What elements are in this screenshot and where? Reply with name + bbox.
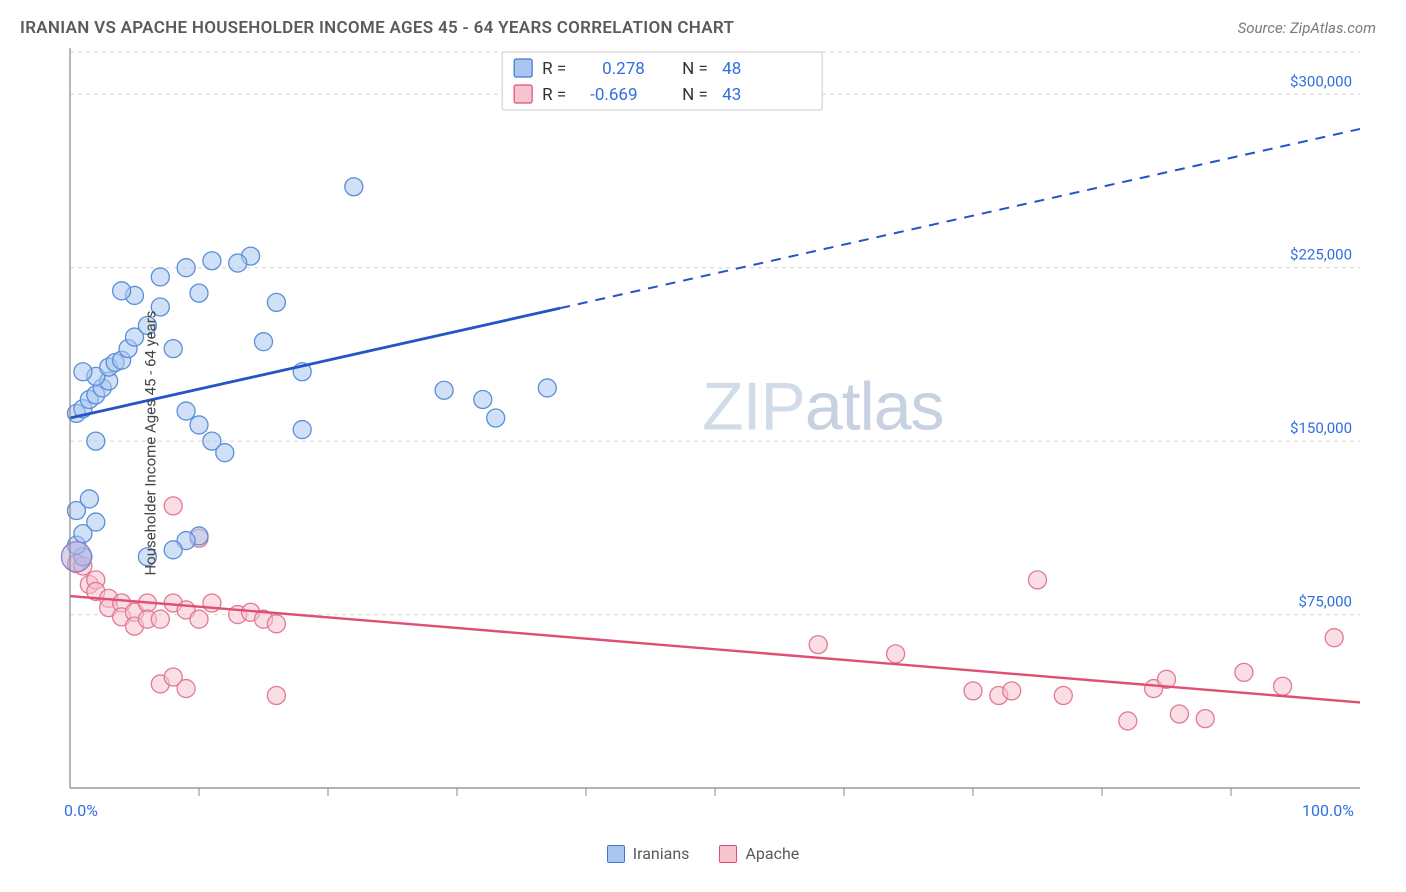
data-point-iranians (80, 490, 98, 508)
legend-label-iranians: Iranians (633, 844, 690, 863)
source-attribution: Source: ZipAtlas.com (1238, 19, 1376, 37)
x-tick-label: 100.0% (1302, 801, 1354, 820)
data-point-iranians (190, 284, 208, 302)
data-point-iranians (164, 340, 182, 358)
y-tick-label: $225,000 (1290, 246, 1352, 264)
data-point-apache (887, 645, 905, 663)
data-point-apache (1119, 712, 1137, 730)
y-tick-label: $300,000 (1290, 72, 1352, 90)
data-point-apache (190, 610, 208, 628)
data-point-iranians (164, 541, 182, 559)
watermark: ZIPatlas (702, 369, 943, 445)
data-point-iranians (487, 409, 505, 427)
data-point-apache (1170, 705, 1188, 723)
data-point-iranians (255, 333, 273, 351)
stats-n-label: N = (682, 59, 708, 79)
data-point-apache (1325, 629, 1343, 647)
stats-r-value: 0.278 (602, 59, 645, 79)
data-point-apache (267, 687, 285, 705)
data-point-apache (1054, 687, 1072, 705)
x-tick-label: 0.0% (64, 801, 98, 820)
data-point-apache (1196, 710, 1214, 728)
data-point-iranians (229, 254, 247, 272)
stats-r-value: -0.669 (590, 85, 637, 105)
y-tick-label: $150,000 (1290, 419, 1352, 437)
correlation-chart: $75,000 $150,000 $225,000 $300,000 ZIPatlas 0… (20, 48, 1386, 838)
data-point-iranians (203, 252, 221, 270)
stats-n-value: 48 (722, 59, 741, 79)
data-point-iranians (177, 259, 195, 277)
data-point-iranians (87, 432, 105, 450)
data-point-iranians (474, 391, 492, 409)
data-point-apache (164, 497, 182, 515)
data-point-apache (177, 680, 195, 698)
stats-n-value: 43 (722, 85, 741, 105)
stats-r-label: R = (542, 85, 566, 105)
data-point-iranians (216, 444, 234, 462)
y-tick-label: $75,000 (1298, 593, 1352, 611)
data-point-apache (1235, 663, 1253, 681)
data-point-iranians (345, 178, 363, 196)
data-point-apache (809, 636, 827, 654)
regression-line-apache (70, 596, 1360, 702)
stats-r-label: R = (542, 59, 566, 79)
data-point-iranians (435, 381, 453, 399)
chart-title: IRANIAN VS APACHE HOUSEHOLDER INCOME AGE… (20, 18, 734, 38)
legend-item-apache: Apache (719, 844, 799, 863)
data-point-iranians (190, 416, 208, 434)
y-axis-label: Householder Income Ages 45 - 64 years (142, 310, 160, 575)
swatch-blue-icon (607, 845, 625, 863)
data-point-iranians (74, 363, 92, 381)
data-point-iranians (177, 402, 195, 420)
data-point-apache (1274, 677, 1292, 695)
data-point-iranians (538, 379, 556, 397)
legend-label-apache: Apache (745, 844, 799, 863)
data-point-iranians (267, 293, 285, 311)
data-point-iranians (87, 513, 105, 531)
data-point-apache (267, 615, 285, 633)
data-point-iranians (151, 268, 169, 286)
data-point-iranians (61, 542, 91, 572)
data-point-apache (964, 682, 982, 700)
legend-bottom: Iranians Apache (0, 844, 1406, 863)
data-point-iranians (113, 282, 131, 300)
swatch-blue-icon (514, 59, 532, 77)
data-point-apache (1029, 571, 1047, 589)
data-point-iranians (293, 421, 311, 439)
legend-item-iranians: Iranians (607, 844, 690, 863)
swatch-pink-icon (719, 845, 737, 863)
stats-n-label: N = (682, 85, 708, 105)
data-point-apache (1003, 682, 1021, 700)
regression-line-iranians-extrapolated (560, 129, 1360, 308)
swatch-pink-icon (514, 85, 532, 103)
data-point-apache (151, 610, 169, 628)
